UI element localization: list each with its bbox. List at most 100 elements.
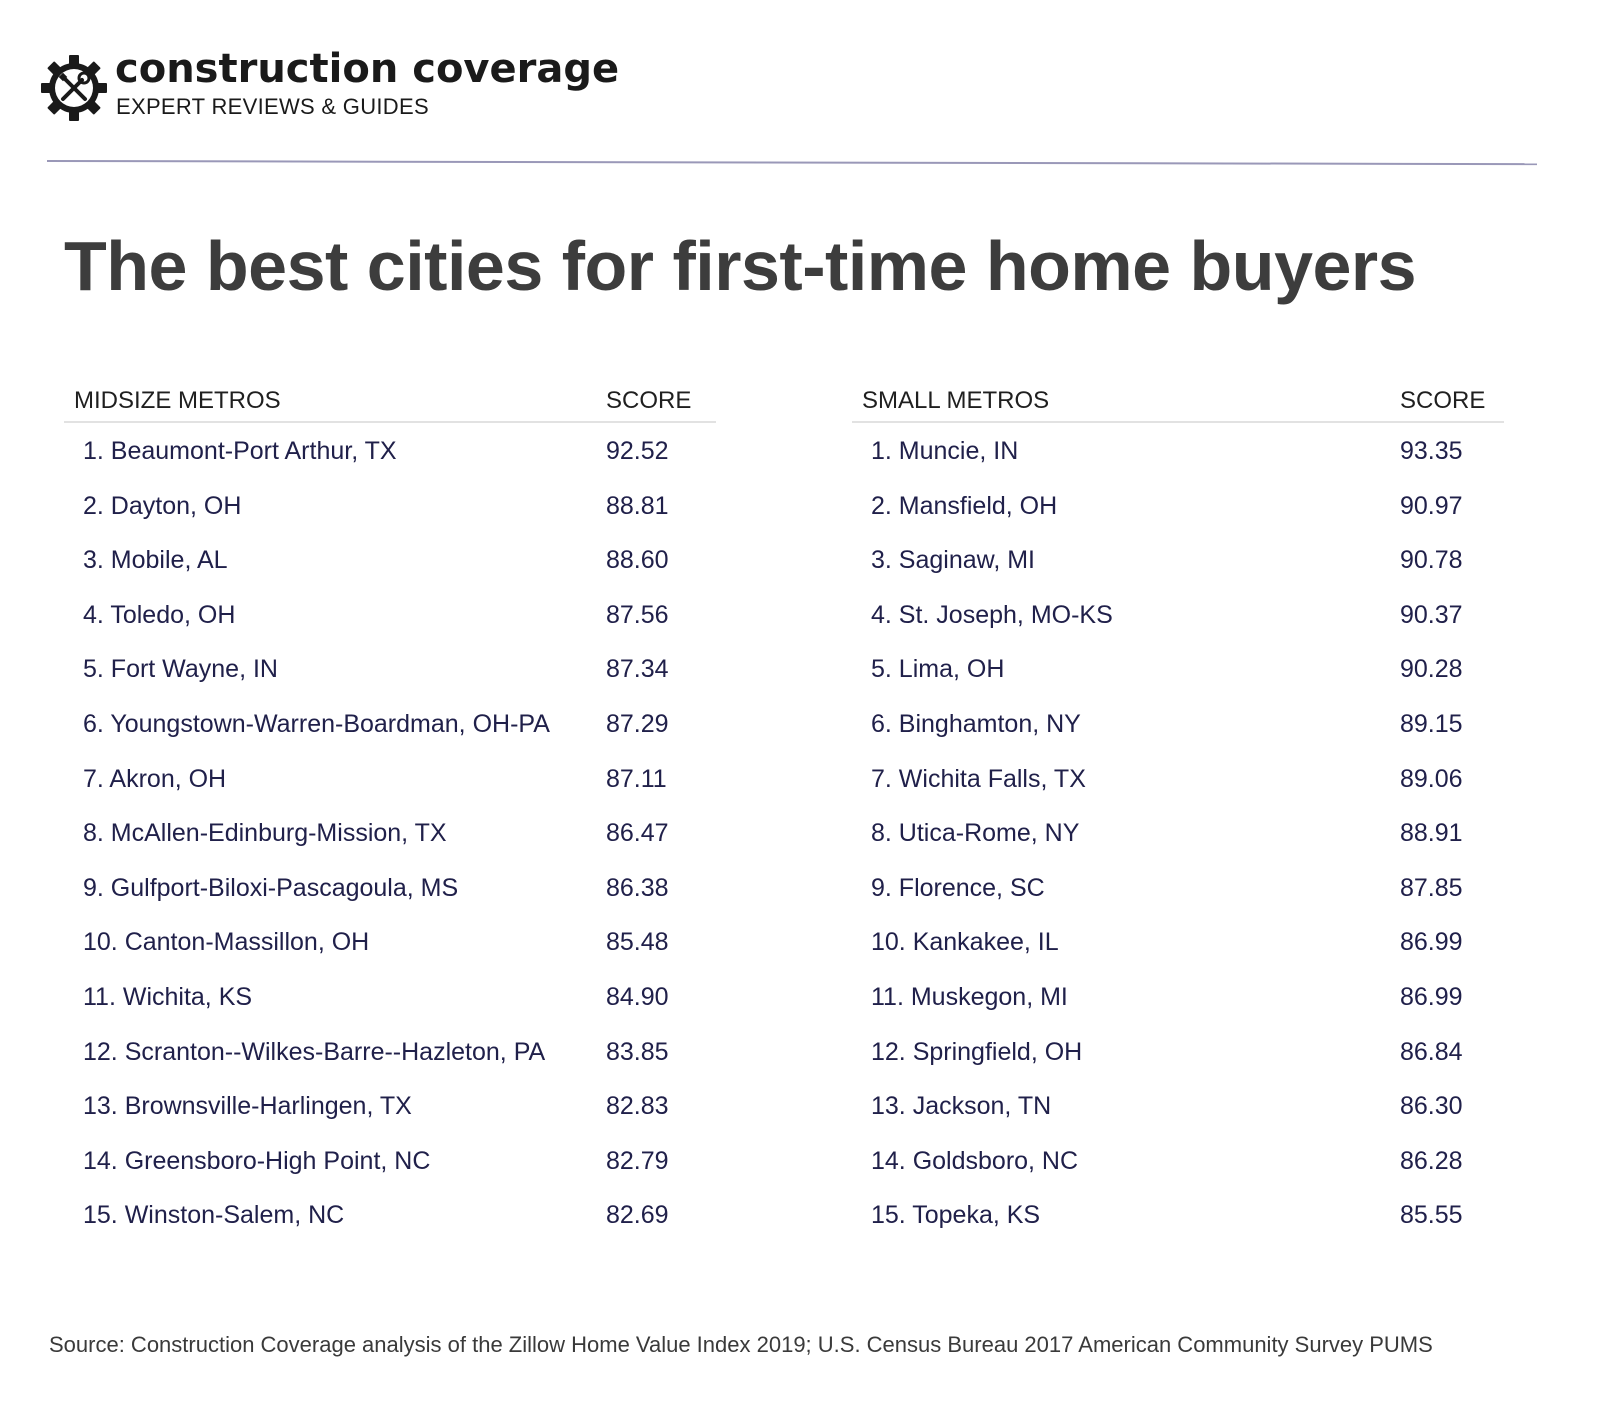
metro-score: 82.69 xyxy=(606,1201,669,1230)
metro-name: 7. Wichita Falls, TX xyxy=(871,764,1086,793)
metro-name: 9. Florence, SC xyxy=(871,873,1045,902)
metro-name: 13. Jackson, TN xyxy=(871,1092,1052,1121)
table-row: 12. Scranton--Wilkes-Barre--Hazleton, PA… xyxy=(64,1024,716,1079)
metro-name: 2. Mansfield, OH xyxy=(871,491,1058,520)
metro-name: 8. McAllen-Edinburg-Mission, TX xyxy=(83,819,447,848)
metro-score: 88.81 xyxy=(606,491,669,520)
metro-name: 1. Muncie, IN xyxy=(871,437,1019,465)
metro-name: 4. Toledo, OH xyxy=(83,600,236,629)
metro-score: 87.29 xyxy=(606,709,669,738)
table-row: 15. Winston-Salem, NC 82.69 xyxy=(64,1187,716,1242)
table-row: 15. Topeka, KS 85.55 xyxy=(852,1187,1504,1242)
table-row: 7. Wichita Falls, TX 89.06 xyxy=(852,751,1504,806)
metro-name: 15. Winston-Salem, NC xyxy=(83,1201,345,1230)
metro-name: 12. Scranton--Wilkes-Barre--Hazleton, PA xyxy=(83,1037,546,1066)
metro-score: 84.90 xyxy=(606,982,669,1011)
table-row: 2. Dayton, OH 88.81 xyxy=(64,478,716,533)
metro-score: 86.28 xyxy=(1400,1146,1463,1175)
column-header-score: SCORE xyxy=(1400,387,1486,414)
metro-name: 6. Binghamton, NY xyxy=(871,709,1081,738)
metro-score: 89.15 xyxy=(1400,709,1463,738)
metro-score: 93.35 xyxy=(1400,437,1463,465)
metro-name: 5. Fort Wayne, IN xyxy=(83,655,278,684)
table-row: 14. Goldsboro, NC 86.28 xyxy=(852,1133,1504,1188)
midsize-metros-table: MIDSIZE METROS SCORE 1. Beaumont-Port Ar… xyxy=(64,375,716,1242)
metro-score: 92.52 xyxy=(606,437,669,465)
table-row: 5. Fort Wayne, IN 87.34 xyxy=(64,641,716,696)
metro-name: 15. Topeka, KS xyxy=(871,1201,1041,1230)
metro-name: 5. Lima, OH xyxy=(871,655,1005,684)
metro-name: 14. Goldsboro, NC xyxy=(871,1146,1079,1175)
table-row: 3. Mobile, AL 88.60 xyxy=(64,532,716,587)
metro-score: 87.11 xyxy=(606,764,667,793)
header-divider xyxy=(46,160,1537,166)
metro-score: 90.78 xyxy=(1400,546,1463,575)
table-row: 9. Florence, SC 87.85 xyxy=(852,860,1504,915)
table-row: 1. Beaumont-Port Arthur, TX 92.52 xyxy=(64,423,716,478)
gear-wrench-screwdriver-icon xyxy=(41,55,107,121)
metro-score: 88.60 xyxy=(606,546,669,575)
metro-name: 10. Kankakee, IL xyxy=(871,928,1059,957)
metro-name: 3. Mobile, AL xyxy=(83,546,228,575)
column-header-score: SCORE xyxy=(606,387,692,414)
table-row: 13. Jackson, TN 86.30 xyxy=(852,1078,1504,1133)
table-row: 12. Springfield, OH 86.84 xyxy=(852,1024,1504,1079)
brand-tagline: EXPERT REVIEWS & GUIDES xyxy=(116,94,429,119)
column-header-metro: MIDSIZE METROS xyxy=(74,387,281,414)
table-row: 10. Canton-Massillon, OH 85.48 xyxy=(64,914,716,969)
metro-score: 86.84 xyxy=(1400,1037,1463,1066)
metro-score: 85.55 xyxy=(1400,1201,1463,1230)
metro-score: 86.99 xyxy=(1400,928,1463,957)
metro-score: 86.47 xyxy=(606,819,669,848)
page-title: The best cities for first-time home buye… xyxy=(64,227,1417,305)
metro-name: 11. Muskegon, MI xyxy=(871,982,1068,1011)
metro-score: 87.85 xyxy=(1400,873,1463,902)
table-row: 14. Greensboro-High Point, NC 82.79 xyxy=(64,1133,716,1188)
metro-score: 86.99 xyxy=(1400,982,1463,1011)
table-row: 10. Kankakee, IL 86.99 xyxy=(852,914,1504,969)
metro-score: 87.56 xyxy=(606,600,669,629)
metro-name: 11. Wichita, KS xyxy=(83,982,253,1011)
source-note: Source: Construction Coverage analysis o… xyxy=(49,1332,1433,1357)
metro-name: 3. Saginaw, MI xyxy=(871,546,1035,575)
table-row: 2. Mansfield, OH 90.97 xyxy=(852,478,1504,533)
table-row: 9. Gulfport-Biloxi-Pascagoula, MS 86.38 xyxy=(64,860,716,915)
metro-name: 10. Canton-Massillon, OH xyxy=(83,928,370,957)
table-row: 1. Muncie, IN 93.35 xyxy=(852,423,1504,478)
metro-name: 2. Dayton, OH xyxy=(83,491,242,520)
metro-score: 82.83 xyxy=(606,1092,669,1121)
table-row: 4. Toledo, OH 87.56 xyxy=(64,587,716,642)
table-body: 1. Beaumont-Port Arthur, TX 92.52 2. Dayto… xyxy=(64,423,716,1242)
metro-name: 14. Greensboro-High Point, NC xyxy=(83,1146,431,1175)
table-row: 13. Brownsville-Harlingen, TX 82.83 xyxy=(64,1078,716,1133)
metro-name: 4. St. Joseph, MO-KS xyxy=(871,600,1113,629)
table-row: 4. St. Joseph, MO-KS 90.37 xyxy=(852,587,1504,642)
metro-score: 86.38 xyxy=(606,873,669,902)
table-header: MIDSIZE METROS SCORE xyxy=(64,375,716,423)
table-row: 11. Wichita, KS 84.90 xyxy=(64,969,716,1024)
metro-score: 90.37 xyxy=(1400,600,1463,629)
metro-name: 12. Springfield, OH xyxy=(871,1037,1083,1066)
metro-name: 8. Utica-Rome, NY xyxy=(871,819,1080,848)
table-row: 6. Youngstown-Warren-Boardman, OH-PA 87.2… xyxy=(64,696,716,751)
metro-score: 85.48 xyxy=(606,928,669,957)
table-header: SMALL METROS SCORE xyxy=(852,375,1504,423)
table-row: 3. Saginaw, MI 90.78 xyxy=(852,532,1504,587)
table-row: 8. McAllen-Edinburg-Mission, TX 86.47 xyxy=(64,805,716,860)
small-metros-table: SMALL METROS SCORE 1. Muncie, IN 93.35 2. … xyxy=(852,375,1504,1242)
metro-score: 90.28 xyxy=(1400,655,1463,684)
metro-name: 9. Gulfport-Biloxi-Pascagoula, MS xyxy=(83,873,459,902)
metro-name: 7. Akron, OH xyxy=(83,764,227,793)
metro-score: 82.79 xyxy=(606,1146,669,1175)
table-row: 6. Binghamton, NY 89.15 xyxy=(852,696,1504,751)
metro-name: 13. Brownsville-Harlingen, TX xyxy=(83,1092,412,1121)
metro-score: 83.85 xyxy=(606,1037,669,1066)
column-header-metro: SMALL METROS xyxy=(862,387,1050,414)
metro-score: 90.97 xyxy=(1400,491,1463,520)
metro-score: 89.06 xyxy=(1400,764,1463,793)
table-row: 7. Akron, OH 87.11 xyxy=(64,751,716,806)
table-row: 8. Utica-Rome, NY 88.91 xyxy=(852,805,1504,860)
metro-score: 87.34 xyxy=(606,655,669,684)
metro-name: 6. Youngstown-Warren-Boardman, OH-PA xyxy=(83,709,550,738)
metro-score: 88.91 xyxy=(1400,819,1463,848)
